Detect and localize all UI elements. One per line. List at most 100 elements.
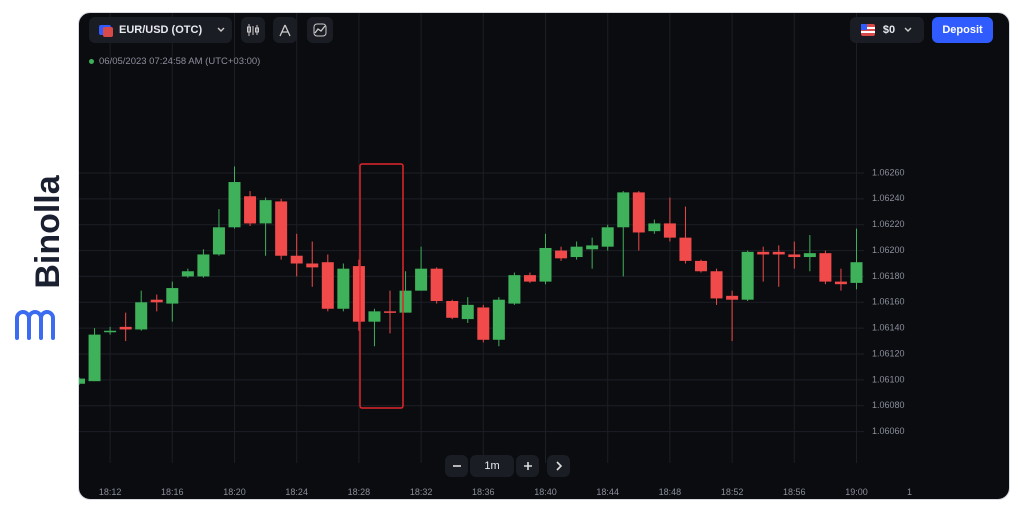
zoom-in-button[interactable] [516, 455, 539, 477]
x-tick-label: 18:48 [659, 487, 682, 497]
candles [79, 166, 863, 386]
candle-body [244, 196, 257, 224]
candle-body [523, 275, 536, 282]
y-tick-label: 1.06260 [872, 167, 905, 177]
candle-body [663, 223, 676, 238]
candle-body [321, 262, 334, 309]
x-tick-label: 18:28 [348, 487, 371, 497]
chevron [904, 27, 912, 32]
x-tick-label: 1 [907, 487, 912, 497]
y-tick-label: 1.06180 [872, 271, 905, 281]
chart: 1.06060 1.06080 1.06100 1.06120 1.06140 1.061… [79, 13, 912, 497]
candle-body [772, 251, 785, 255]
compass-icon [279, 24, 291, 37]
x-tick-label: 18:40 [534, 487, 557, 497]
candle-body [679, 237, 692, 261]
candles-icon [247, 24, 259, 36]
y-tick-label: 1.06240 [872, 193, 905, 203]
candle-body [135, 302, 148, 330]
y-tick-label: 1.06160 [872, 297, 905, 307]
x-tick-label: 18:32 [410, 487, 433, 497]
candle-body [399, 290, 412, 313]
candle-body [803, 253, 816, 258]
candle-body [477, 307, 490, 340]
x-tick-label: 19:00 [845, 487, 868, 497]
asset-selector[interactable]: EUR/USD (OTC) [89, 17, 232, 43]
plus-icon [523, 462, 532, 470]
candle-body [555, 250, 568, 259]
candle-body [290, 255, 303, 264]
x-tick-label: 18:20 [223, 487, 246, 497]
arrow-icon [555, 461, 562, 471]
brand: Binolla [15, 174, 67, 340]
indicators-button[interactable] [307, 17, 333, 43]
y-tick-label: 1.06060 [872, 426, 905, 436]
scroll-right-button[interactable] [547, 455, 570, 477]
candle-body [415, 268, 428, 291]
candle-body [368, 311, 381, 322]
asset-name: EUR/USD (OTC) [119, 24, 203, 36]
grid [79, 13, 864, 463]
candle-body [741, 251, 754, 300]
balance: $0 [882, 24, 896, 36]
candle-body [104, 330, 117, 333]
drawing-tools-button[interactable] [273, 17, 297, 43]
candle-body [197, 254, 210, 277]
deposit-button[interactable]: Deposit [932, 17, 993, 43]
candle-body [275, 201, 288, 256]
candle-body [492, 299, 505, 340]
timeframe-selector[interactable]: 1m [470, 455, 514, 477]
candle-body [508, 275, 521, 304]
candle-body [79, 378, 85, 384]
y-tick-label: 1.06140 [872, 323, 905, 333]
candle-body [446, 301, 459, 318]
x-tick-label: 18:52 [721, 487, 744, 497]
candle-body [430, 268, 443, 301]
candle-body [539, 247, 552, 282]
candle-body [384, 311, 396, 313]
candle-body [181, 271, 194, 277]
candle-body [819, 253, 832, 282]
candle-body [850, 262, 863, 283]
highlight-box [359, 163, 404, 409]
candle-body [166, 288, 179, 304]
candle-body [586, 245, 599, 250]
candle-body [352, 266, 365, 322]
brand-name: Binolla [29, 174, 67, 288]
indicators-icon [313, 23, 327, 37]
candle-body [306, 263, 319, 268]
candle-body [710, 271, 723, 299]
chevron [217, 27, 225, 32]
brand-logo [15, 310, 55, 340]
candle-body [259, 200, 272, 224]
x-tick-label: 18:44 [596, 487, 619, 497]
candle-body [337, 268, 350, 309]
chart-type-button[interactable] [241, 17, 265, 43]
flag-icon [99, 25, 113, 37]
candle-body [788, 254, 801, 258]
x-tick-label: 18:36 [472, 487, 495, 497]
x-tick-label: 18:56 [783, 487, 806, 497]
trading-window: 1.06060 1.06080 1.06100 1.06120 1.06140 1.061… [78, 12, 1010, 500]
candle-body [617, 192, 630, 228]
status-dot [89, 59, 94, 64]
candle-body [228, 182, 241, 228]
balance-selector[interactable]: $0 [850, 17, 924, 43]
x-tick-label: 18:16 [161, 487, 184, 497]
candle-body [212, 227, 225, 255]
server-time: 06/05/2023 07:24:58 AM (UTC+03:00) [89, 56, 260, 67]
x-tick-label: 18:12 [99, 487, 122, 497]
timestamp: 06/05/2023 07:24:58 AM (UTC+03:00) [99, 56, 261, 67]
candle-body [648, 223, 661, 232]
y-tick-label: 1.06200 [872, 245, 905, 255]
minus-icon [452, 465, 461, 467]
y-tick-label: 1.06120 [872, 348, 905, 358]
candle-body [726, 295, 739, 300]
candle-body [601, 227, 614, 247]
candle-body [695, 260, 707, 272]
zoom-out-button[interactable] [445, 455, 468, 477]
x-tick-label: 18:24 [285, 487, 308, 497]
candle-body [119, 326, 132, 330]
